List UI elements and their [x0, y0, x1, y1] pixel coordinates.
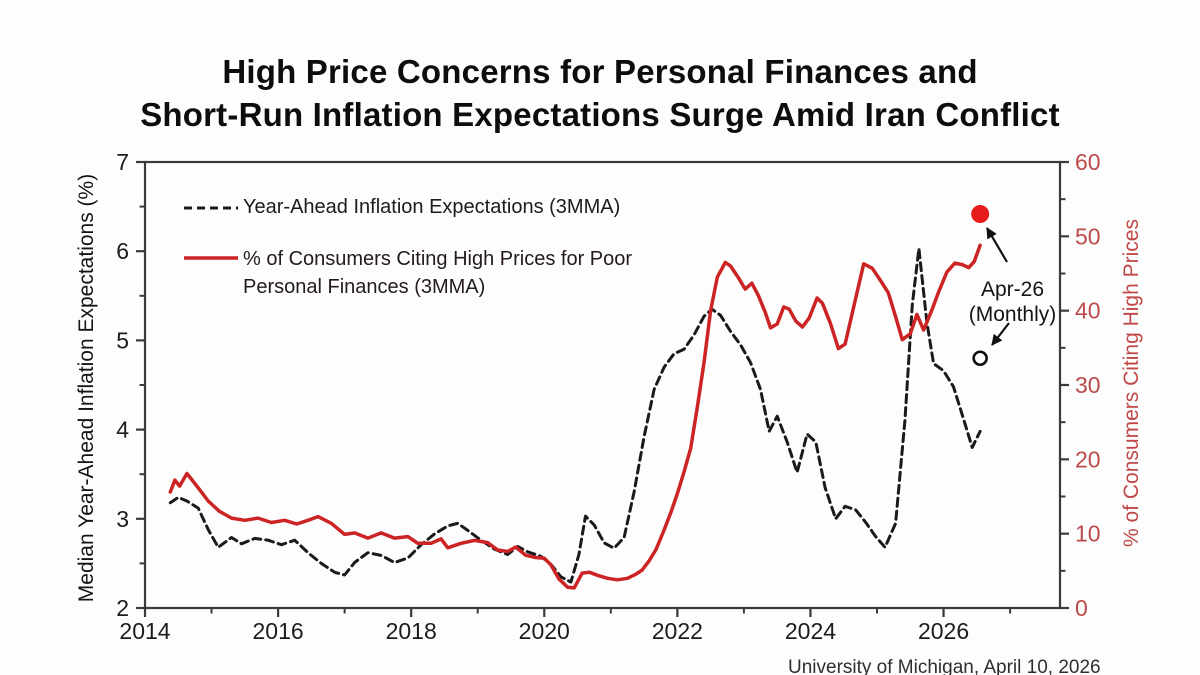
- chart-title-line2: Short-Run Inflation Expectations Surge A…: [140, 96, 1060, 133]
- svg-text:2020: 2020: [519, 618, 570, 644]
- svg-text:6: 6: [116, 238, 129, 264]
- svg-text:0: 0: [1075, 595, 1088, 621]
- svg-text:4: 4: [116, 417, 129, 443]
- legend-entry-high-prices-line1: % of Consumers Citing High Prices for Po…: [243, 248, 633, 270]
- apr-26-annotation-line2: (Monthly): [968, 303, 1057, 326]
- svg-text:40: 40: [1075, 298, 1101, 324]
- svg-text:2022: 2022: [652, 618, 703, 644]
- x-axis-ticks: 2014 2016 2018 2020 2022 2024 2026: [119, 608, 1012, 644]
- series-line-high-prices: [168, 243, 982, 590]
- left-axis-ticks: 2 3 4 5 6 7: [116, 149, 145, 621]
- svg-text:5: 5: [116, 327, 129, 353]
- legend-samples: [184, 206, 238, 260]
- marker-red-dot: [971, 205, 990, 224]
- plot-frame: [143, 160, 1062, 610]
- svg-text:2026: 2026: [918, 618, 969, 644]
- svg-text:20: 20: [1075, 446, 1101, 472]
- legend-entry-high-prices: % of Consumers Citing High Prices for Po…: [243, 245, 632, 301]
- annotation-arrows: [986, 227, 1010, 346]
- svg-text:7: 7: [116, 149, 129, 175]
- svg-text:2014: 2014: [119, 618, 170, 644]
- svg-text:2016: 2016: [253, 618, 304, 644]
- apr-26-annotation-line1: Apr-26: [980, 278, 1045, 301]
- marker-open-circle: [972, 350, 988, 367]
- svg-text:2018: 2018: [386, 618, 437, 644]
- arrow-to-open-dot: [991, 322, 1010, 346]
- source-attribution: University of Michigan, April 10, 2026: [788, 657, 1101, 675]
- legend-entry-high-prices-line2: Personal Finances (3MMA): [243, 276, 486, 298]
- svg-text:3: 3: [116, 506, 129, 532]
- svg-text:60: 60: [1075, 149, 1101, 175]
- svg-text:50: 50: [1075, 223, 1101, 249]
- svg-text:10: 10: [1075, 521, 1101, 547]
- chart-title-line1: High Price Concerns for Personal Finance…: [222, 53, 978, 90]
- svg-text:30: 30: [1075, 372, 1101, 398]
- svg-text:2: 2: [116, 595, 129, 621]
- apr-26-annotation: Apr-26 (Monthly): [950, 277, 1075, 327]
- right-axis-ticks: 0 10 20 30 40 50 60: [1060, 149, 1101, 621]
- chart-title: High Price Concerns for Personal Finance…: [0, 50, 1200, 136]
- legend-entry-inflation-expectations: Year-Ahead Inflation Expectations (3MMA): [243, 196, 621, 218]
- arrow-to-red-dot: [986, 227, 1008, 263]
- svg-text:2024: 2024: [785, 618, 836, 644]
- series-line-inflation-expectations: [168, 247, 982, 584]
